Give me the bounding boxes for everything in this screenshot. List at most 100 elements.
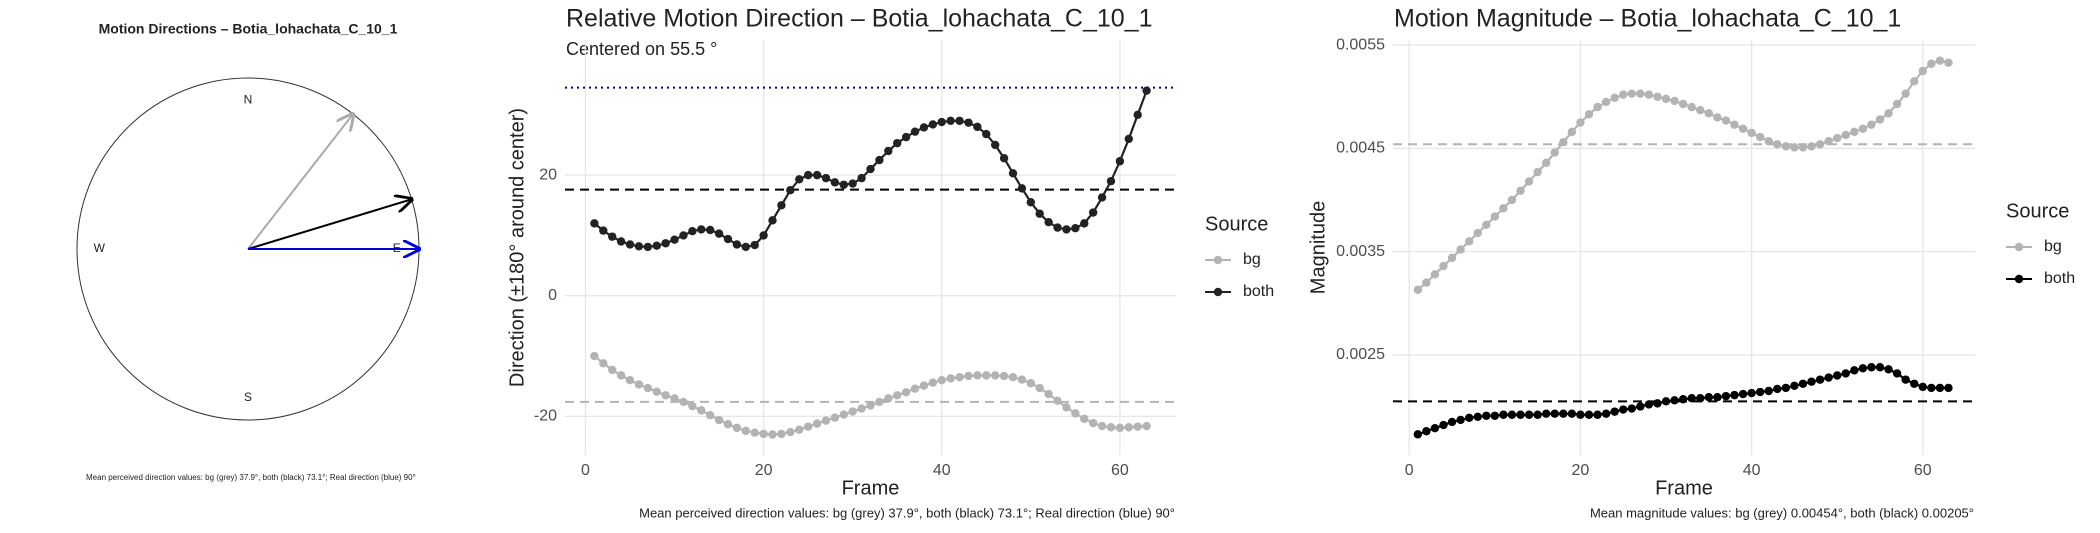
data-point (1142, 86, 1151, 95)
y-tick-label: 0.0045 (1336, 140, 1385, 157)
data-point (1464, 237, 1474, 246)
data-point (1524, 177, 1534, 186)
data-point (1653, 399, 1662, 408)
data-point (973, 371, 982, 380)
data-point (1653, 92, 1662, 101)
data-point (1841, 130, 1850, 140)
data-point (1935, 56, 1945, 65)
data-point (1781, 142, 1791, 151)
data-point (1044, 389, 1053, 399)
data-point (1730, 390, 1739, 400)
y-tick-label: 0.0035 (1336, 243, 1385, 260)
data-point (937, 117, 946, 127)
data-point (1053, 396, 1062, 405)
chart-subtitle: Centered on 55.5 ° (566, 39, 717, 59)
data-point (1422, 427, 1431, 436)
data-point (679, 231, 688, 240)
x-tick-label: 0 (1405, 462, 1414, 479)
data-point (1593, 410, 1602, 419)
data-point (1619, 405, 1628, 414)
data-point (1008, 169, 1018, 178)
data-point (1875, 115, 1885, 124)
data-point (643, 383, 653, 393)
data-point (1927, 383, 1936, 393)
data-point (1764, 136, 1773, 146)
data-point (1124, 423, 1133, 432)
data-point (1884, 365, 1893, 374)
data-point (1430, 270, 1440, 279)
data-point (1892, 369, 1902, 378)
data-point (1755, 132, 1765, 142)
data-point (919, 381, 929, 390)
data-point (830, 413, 840, 422)
data-point (1559, 409, 1568, 418)
data-point (1627, 89, 1636, 98)
chart-title: Relative Motion Direction – Botia_lohach… (566, 5, 1152, 33)
legend-label: bg (1243, 251, 1261, 268)
x-tick-label: 0 (581, 462, 590, 479)
data-point (1439, 420, 1448, 430)
data-point (1035, 209, 1044, 218)
data-point (1944, 58, 1953, 67)
data-point (1017, 375, 1027, 384)
data-point (1696, 394, 1705, 403)
data-point (786, 185, 795, 195)
data-point (1636, 402, 1645, 411)
data-point (1755, 387, 1765, 397)
data-point (1124, 134, 1133, 144)
data-point (1413, 430, 1423, 439)
data-point (697, 406, 706, 415)
legend-marker (2014, 274, 2024, 284)
x-axis-label: Frame (842, 477, 900, 499)
data-point (599, 359, 608, 368)
data-point (768, 216, 777, 225)
data-point (1798, 143, 1808, 152)
data-point (1824, 136, 1833, 146)
data-point (1747, 128, 1756, 138)
x-tick-label: 60 (1914, 462, 1932, 479)
data-point (1661, 397, 1671, 406)
data-point (679, 397, 688, 407)
data-point (1815, 140, 1825, 149)
data-point (1567, 127, 1577, 137)
data-point (1884, 109, 1893, 118)
data-point (1644, 90, 1654, 99)
data-point (1115, 423, 1125, 433)
caption: Mean perceived direction values: bg (gre… (639, 505, 1175, 520)
data-point (786, 427, 795, 437)
data-point (1071, 409, 1080, 418)
x-axis-label: Frame (1655, 477, 1713, 499)
data-point (893, 138, 902, 148)
data-point (714, 415, 724, 425)
data-point (1026, 379, 1036, 388)
data-point (1062, 403, 1071, 412)
data-point (1430, 423, 1440, 433)
data-point (1901, 375, 1910, 384)
data-point (1507, 410, 1517, 419)
data-point (901, 388, 911, 397)
data-point (1678, 99, 1688, 109)
legend-label: both (2044, 270, 2075, 287)
data-point (803, 170, 813, 180)
data-point (1944, 383, 1953, 393)
data-point (1133, 422, 1142, 431)
x-tick-label: 40 (1743, 462, 1761, 479)
data-point (1747, 388, 1756, 398)
data-point (795, 175, 804, 184)
data-point (910, 127, 920, 136)
y-tick-label: 0.0055 (1336, 36, 1385, 53)
data-point (1447, 253, 1457, 263)
legend-label: bg (2044, 238, 2062, 255)
data-point (1559, 138, 1568, 147)
data-point (848, 407, 857, 416)
data-point (830, 178, 840, 187)
data-point (1841, 369, 1850, 378)
data-point (1542, 158, 1551, 168)
data-point (741, 242, 751, 252)
data-point (1584, 110, 1594, 119)
data-point (1738, 124, 1748, 133)
direction-arrow (247, 114, 353, 250)
data-point (1678, 395, 1688, 404)
data-point (705, 225, 715, 235)
